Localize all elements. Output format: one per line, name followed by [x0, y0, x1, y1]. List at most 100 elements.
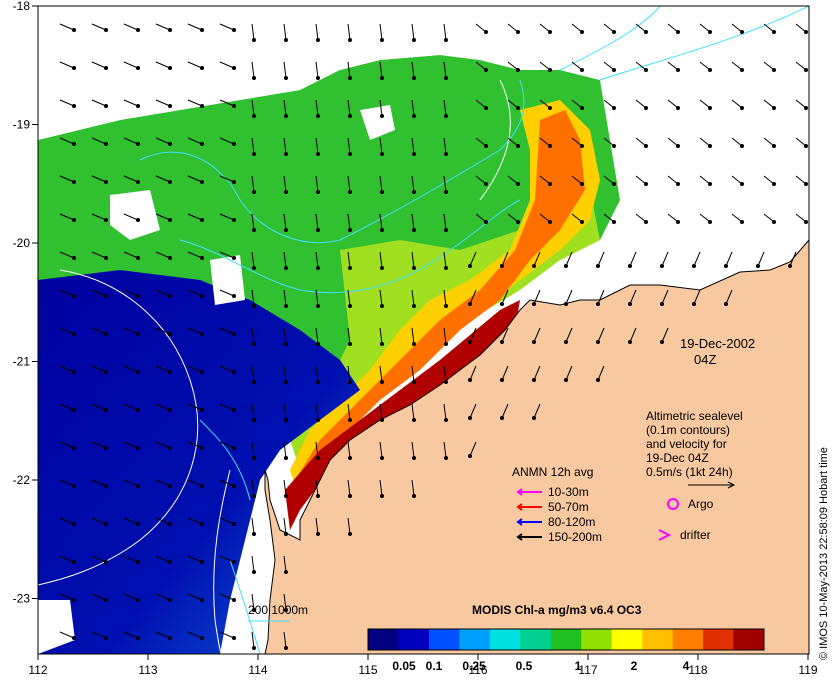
velocity-arrow — [347, 403, 351, 421]
velocity-arrow — [533, 403, 541, 419]
velocity-arrow — [59, 593, 75, 601]
velocity-arrow-head — [232, 446, 236, 450]
scale-arrow — [688, 481, 736, 489]
velocity-arrow-head — [72, 332, 76, 336]
velocity-arrow-head — [612, 220, 616, 224]
velocity-arrow — [283, 441, 287, 459]
velocity-arrow — [251, 175, 255, 193]
velocity-arrow — [635, 23, 647, 33]
velocity-arrow — [155, 593, 171, 601]
velocity-arrow-head — [104, 180, 108, 184]
velocity-arrow-head — [72, 66, 76, 70]
bathymetry-contours — [38, 79, 511, 654]
no-data-patch — [340, 6, 809, 250]
velocity-arrow — [443, 441, 447, 459]
velocity-arrow-head — [564, 264, 568, 268]
velocity-arrow-head — [444, 304, 448, 308]
velocity-arrow-head — [168, 484, 172, 488]
velocity-arrow — [187, 251, 203, 259]
velocity-arrow — [763, 137, 775, 147]
velocity-arrow-head — [252, 304, 256, 308]
velocity-arrow-head — [168, 28, 172, 32]
velocity-arrow-head — [804, 182, 808, 186]
velocity-arrow-head — [564, 340, 568, 344]
velocity-arrow — [565, 289, 573, 305]
velocity-arrow-head — [284, 532, 288, 536]
velocity-arrow-head — [644, 30, 648, 34]
velocity-arrow — [123, 327, 139, 335]
velocity-arrow-head — [380, 304, 384, 308]
velocity-arrow — [411, 403, 415, 421]
velocity-arrow-head — [72, 560, 76, 564]
velocity-arrow-head — [104, 446, 108, 450]
velocity-arrow-head — [740, 106, 744, 110]
velocity-arrow-head — [284, 76, 288, 80]
velocity-arrow — [795, 99, 807, 109]
velocity-arrow — [347, 289, 351, 307]
velocity-arrow — [315, 327, 319, 345]
velocity-arrow-head — [104, 294, 108, 298]
velocity-arrow-head — [580, 182, 584, 186]
velocity-arrow-head — [348, 228, 352, 232]
velocity-arrow — [315, 365, 319, 383]
velocity-arrow — [155, 517, 171, 525]
velocity-arrow-head — [252, 152, 256, 156]
velocity-arrow-head — [772, 220, 776, 224]
velocity-arrow — [411, 213, 415, 231]
velocity-arrow-head — [136, 66, 140, 70]
velocity-arrow — [629, 327, 637, 343]
velocity-arrow — [251, 137, 255, 155]
velocity-arrow-head — [580, 68, 584, 72]
velocity-arrow-head — [660, 340, 664, 344]
velocity-arrow — [315, 175, 319, 193]
velocity-arrow — [667, 61, 679, 71]
velocity-arrow — [501, 327, 509, 343]
velocity-arrow-head — [444, 266, 448, 270]
velocity-arrow-head — [72, 484, 76, 488]
velocity-arrow-head — [252, 494, 256, 498]
y-tick-label: -21 — [13, 355, 31, 369]
velocity-arrow-head — [200, 104, 204, 108]
velocity-arrow — [571, 175, 583, 185]
velocity-arrow — [731, 137, 743, 147]
velocity-arrow-head — [516, 182, 520, 186]
velocity-arrow-head — [136, 522, 140, 526]
legend-item: 50-70m — [516, 500, 589, 514]
velocity-arrow-head — [484, 106, 488, 110]
velocity-arrow-head — [644, 182, 648, 186]
velocity-arrow-head — [136, 256, 140, 260]
velocity-arrow — [283, 23, 287, 41]
velocity-arrow-head — [380, 494, 384, 498]
drifter-legend: drifter — [658, 528, 711, 542]
velocity-arrow — [635, 175, 647, 185]
velocity-arrow — [91, 517, 107, 525]
velocity-arrow-head — [444, 380, 448, 384]
velocity-arrow-head — [200, 256, 204, 260]
altimetry-note-line: Altimetric sealevel — [646, 409, 743, 423]
velocity-arrow — [123, 175, 139, 183]
velocity-arrow — [731, 213, 743, 223]
legend-swatch-head — [516, 533, 523, 541]
velocity-arrow-head — [252, 456, 256, 460]
velocity-arrow-head — [316, 342, 320, 346]
colorbar-tick-label: 2 — [631, 659, 638, 673]
velocity-arrow — [187, 555, 203, 563]
velocity-arrow — [219, 137, 235, 145]
velocity-arrow-head — [348, 266, 352, 270]
velocity-arrow — [443, 327, 447, 345]
velocity-arrow — [725, 251, 733, 267]
velocity-arrow-head — [316, 418, 320, 422]
velocity-arrow — [155, 555, 171, 563]
velocity-arrow — [91, 289, 107, 297]
velocity-arrow — [219, 251, 235, 259]
velocity-arrow — [283, 631, 287, 649]
velocity-arrow — [155, 137, 171, 145]
velocity-arrow — [667, 175, 679, 185]
velocity-arrow-head — [548, 182, 552, 186]
velocity-arrow — [347, 213, 351, 231]
velocity-arrow — [667, 99, 679, 109]
velocity-arrow-head — [444, 418, 448, 422]
colorbar-tick-label: 0.05 — [392, 659, 416, 673]
velocity-arrow — [629, 251, 637, 267]
